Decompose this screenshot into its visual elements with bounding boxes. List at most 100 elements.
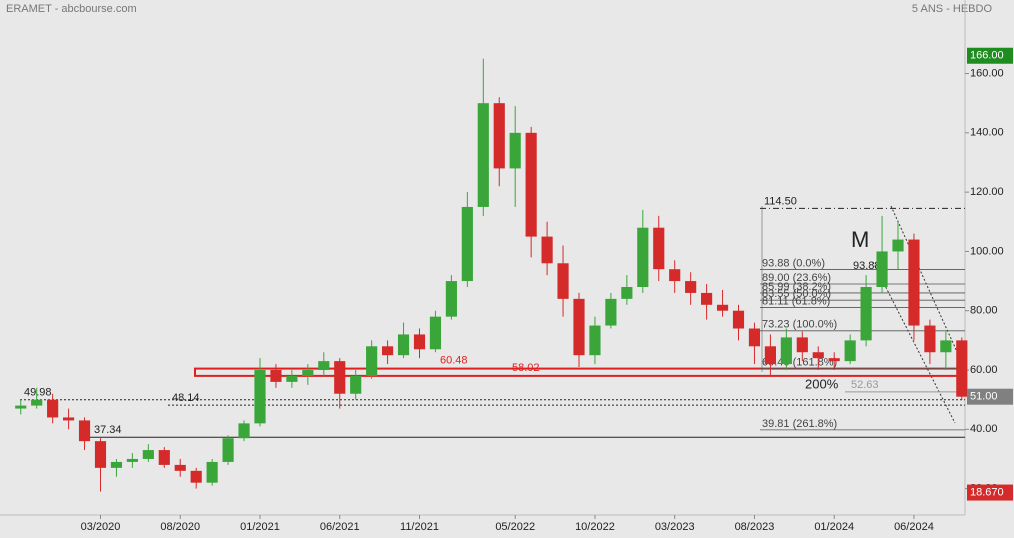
candle-body [31,399,43,406]
candle-body [318,361,330,371]
y-tick-label: 100.00 [970,245,1004,257]
level-label: 114.50 [764,195,797,207]
candle-body [828,358,840,362]
candle-body [525,132,537,237]
chart-title: ERAMET - abcbourse.com [6,3,137,15]
fib-label: 89.00 (23.6%) [762,272,831,284]
candle-body [397,334,410,356]
candle-body [716,304,729,311]
candle-body [685,281,697,293]
x-tick-label: 11/2021 [400,521,439,533]
candle-body [190,470,202,483]
candle-body [876,251,888,288]
price-tag-label: 51.00 [970,391,998,403]
candle-body [286,375,298,382]
candle-body [940,340,952,353]
candle-body [174,464,186,471]
candle-body [222,438,234,462]
candle-body [924,325,936,353]
pattern-label: M [851,227,869,252]
candle-body [844,340,856,362]
candle-body [254,370,266,424]
candle-body [110,461,123,468]
candle-body [126,458,138,462]
y-tick-label: 80.00 [970,305,998,317]
candle-body [605,298,617,326]
trend-line [890,205,964,366]
candle-body [63,417,75,421]
x-tick-label: 05/2022 [495,521,535,533]
y-tick-label: 40.00 [970,423,998,435]
x-tick-label: 06/2024 [894,521,934,533]
price-tag-label: 166.00 [970,50,1004,62]
y-tick-label: 140.00 [970,127,1004,139]
candle-body [956,340,968,397]
candle-body [860,287,872,341]
candle-body [302,370,314,376]
x-tick-label: 01/2024 [814,521,854,533]
candle-body [541,236,553,264]
price-tag [967,47,1013,64]
fib-label: 73.23 (100.0%) [762,319,837,331]
candle-body [206,461,218,483]
candle-body [158,450,170,465]
y-tick-label: 160.00 [970,67,1004,79]
fib-label: 83.55 (50.0%) [762,288,831,300]
fib-label: 93.88 (0.0%) [762,257,825,269]
zone-label: 60.48 [440,355,468,367]
fib-label: 81.11 (61.8%) [762,295,830,307]
candle-body [47,399,59,418]
candle-body [748,328,761,347]
candle-body [764,346,776,365]
target-annotation: 200% [805,376,839,391]
candle-body [908,239,920,326]
candle-body [238,423,250,439]
candle-body [796,337,808,353]
target-label: 52.63 [851,379,879,391]
x-tick-label: 06/2021 [320,521,360,533]
candle-body [350,375,362,394]
candle-body [892,239,904,252]
candle-body [621,287,633,299]
fib-label: 85.99 (38.2%) [762,281,831,293]
x-tick-label: 08/2023 [735,521,775,533]
price-tag [967,388,1013,405]
candle-body [461,206,473,282]
x-tick-label: 01/2021 [240,521,280,533]
candle-body [780,337,792,365]
candle-body [94,441,107,468]
pattern-level: 93.88 [853,260,881,272]
candle-body [509,132,521,169]
x-tick-label: 03/2023 [655,521,695,533]
y-tick-label: 60.00 [970,364,998,376]
x-tick-label: 10/2022 [575,521,615,533]
candle-body [270,370,282,382]
candle-body [142,450,154,459]
candle-body [413,334,426,350]
candle-body [477,103,489,207]
candle-body [701,292,713,305]
candle-body [366,346,378,376]
candle-body [637,227,649,288]
candle-body [653,227,665,270]
candle-body [334,361,346,394]
price-tag-label: 18.670 [970,486,1004,498]
candle-body [445,281,457,317]
candle-body [732,310,745,329]
candle-body [15,405,27,409]
x-tick-label: 03/2020 [81,521,121,533]
fib-label: 39.81 (261.8%) [762,418,837,430]
level-label: 49.98 [24,387,52,399]
candle-body [669,269,681,282]
x-tick-label: 08/2020 [160,521,200,533]
candle-body [812,352,824,359]
zone-label: 58.02 [512,362,540,374]
candle-body [573,298,585,356]
candle-body [429,316,442,350]
candle-body [78,420,91,442]
price-tag [967,484,1013,501]
level-label: 37.34 [94,424,122,436]
candle-body [589,325,601,356]
